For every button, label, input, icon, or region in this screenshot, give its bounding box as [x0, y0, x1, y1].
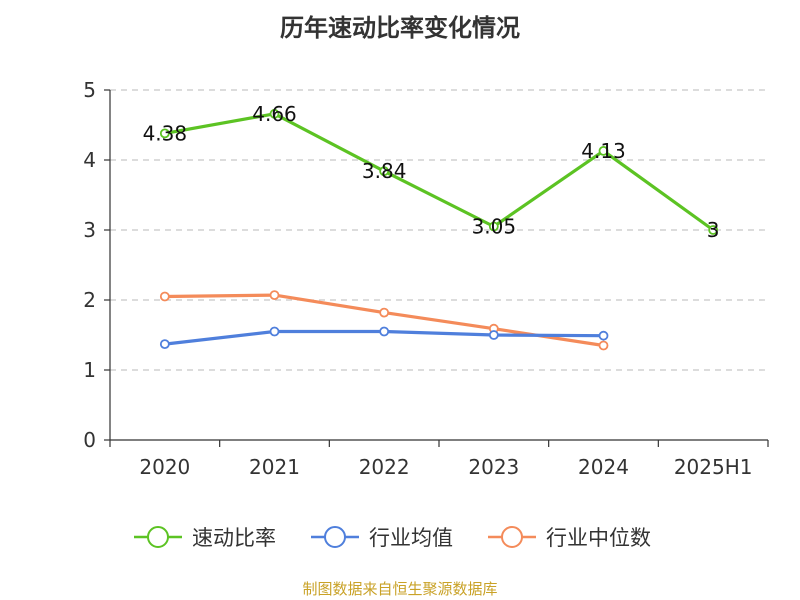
y-tick-label: 1 — [83, 358, 96, 382]
x-tick-label: 2021 — [249, 455, 300, 479]
chart-title: 历年速动比率变化情况 — [280, 14, 520, 42]
data-label: 4.13 — [581, 139, 626, 163]
data-point — [598, 145, 609, 156]
series-line-0 — [164, 112, 715, 232]
legend-label: 速动比率 — [192, 526, 276, 550]
legend-item-2: 行业中位数 — [488, 526, 651, 550]
series — [159, 108, 719, 351]
data-point — [379, 307, 390, 318]
legend-marker — [147, 526, 169, 548]
data-labels: 4.38 4.66 3.84 3.05 4.13 3 — [143, 102, 720, 242]
data-point — [598, 330, 609, 341]
y-tick-label: 3 — [83, 218, 96, 242]
y-tick-label: 0 — [83, 428, 96, 452]
data-label: 3 — [707, 218, 720, 242]
grid-lines — [110, 89, 768, 371]
data-point — [488, 330, 499, 340]
data-point — [269, 108, 280, 119]
legend-marker — [324, 526, 346, 548]
y-tick-label: 5 — [83, 78, 96, 102]
legend: 速动比率 行业均值 行业中位数 — [134, 526, 651, 550]
data-point — [269, 326, 280, 337]
data-point — [708, 225, 719, 235]
y-tick-label: 4 — [83, 148, 96, 172]
axes: 0 1 2 3 4 5 2020 2021 2022 2023 2024 2025H1 — [83, 78, 769, 479]
x-tick-label: 2020 — [139, 455, 190, 479]
data-point — [269, 290, 280, 301]
legend-marker — [501, 526, 523, 548]
data-label: 4.66 — [252, 102, 297, 126]
data-label: 3.05 — [472, 215, 517, 239]
data-point — [379, 326, 390, 337]
data-point — [159, 128, 170, 139]
data-point — [379, 166, 390, 177]
source-note: 制图数据来自恒生聚源数据库 — [302, 580, 498, 598]
legend-item-0: 速动比率 — [134, 526, 276, 550]
y-tick-label: 2 — [83, 288, 96, 312]
data-label: 3.84 — [362, 159, 407, 183]
data-label: 4.38 — [143, 121, 188, 145]
legend-label: 行业中位数 — [546, 526, 651, 550]
x-tick-label: 2025H1 — [674, 455, 753, 479]
x-tick-label: 2023 — [468, 455, 519, 479]
legend-label: 行业均值 — [369, 526, 453, 550]
legend-item-1: 行业均值 — [311, 526, 453, 550]
x-tick-label: 2024 — [578, 455, 629, 479]
data-point — [159, 339, 170, 350]
data-point — [598, 340, 609, 351]
data-point — [488, 221, 499, 232]
x-tick-label: 2022 — [359, 455, 410, 479]
data-point — [159, 291, 170, 302]
